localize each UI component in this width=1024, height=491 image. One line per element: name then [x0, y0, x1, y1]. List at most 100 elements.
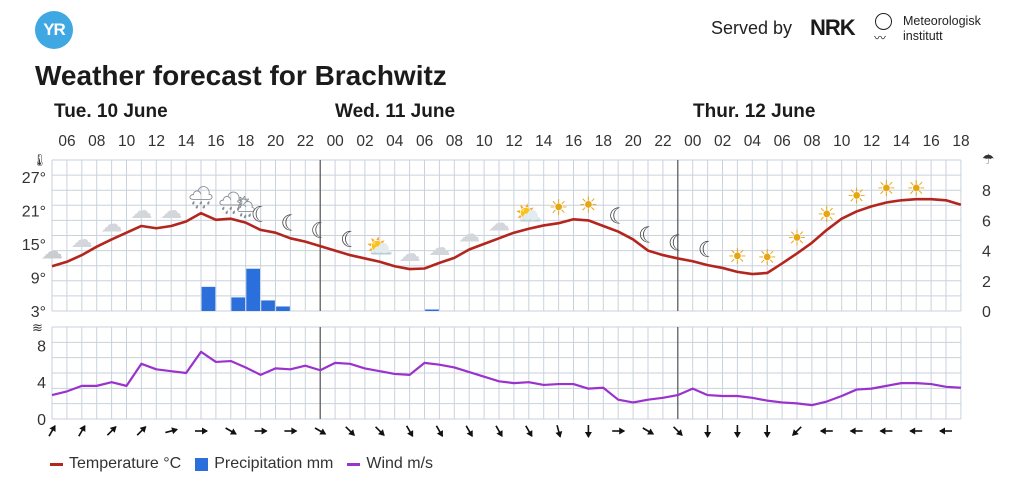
- precipitation-bar: [201, 286, 216, 311]
- yr-logo[interactable]: YR: [35, 11, 73, 49]
- wind-arrow-icon: [345, 426, 355, 436]
- precipitation-bar: [231, 297, 246, 311]
- wind-arrow-icon: [165, 427, 178, 435]
- wind-arrow-icon: [254, 427, 268, 435]
- wind-arrow-icon: [525, 425, 533, 438]
- wind-arrow-icon: [435, 425, 444, 438]
- wind-arrow-icon: [584, 425, 592, 438]
- wind-line: [51, 350, 961, 407]
- temp-axis-tick: 3°: [31, 304, 46, 321]
- rain-sun-icon: 🌦: [232, 195, 260, 220]
- wind-arrow-icon: [495, 425, 503, 438]
- temp-axis-tick: 27°: [22, 170, 46, 187]
- partly-cloudy-icon: ☁: [71, 227, 93, 252]
- precip-axis-tick: 4: [982, 244, 991, 261]
- wind-axis-tick: 0: [37, 412, 46, 429]
- precip-axis-tick: 8: [982, 183, 991, 200]
- wind-arrow-head: [407, 430, 414, 438]
- met-logo[interactable]: Meteorologisk institutt: [903, 14, 981, 44]
- x-tick-label: 02: [714, 133, 731, 150]
- met-waves-icon: 〰: [874, 31, 887, 45]
- page-title: Weather forecast for Brachwitz: [35, 60, 447, 91]
- rain-icon: 🌧: [187, 185, 215, 210]
- partly-cloudy-icon: ☁: [130, 198, 152, 223]
- wind-arrow-head: [291, 427, 298, 435]
- legend-temperature-label: Temperature °C: [69, 455, 182, 472]
- x-tick-label: 06: [774, 133, 791, 150]
- moon-icon: ☾: [638, 223, 658, 248]
- sun-icon: ☀: [817, 202, 837, 227]
- wind-arrow-head: [733, 432, 741, 438]
- sun-cloud-icon: ⛅: [366, 234, 393, 259]
- wind-arrow-icon: [939, 427, 952, 435]
- nrk-logo[interactable]: NRK: [810, 15, 856, 40]
- x-tick-label: 18: [952, 133, 969, 150]
- wind-axis-tick: 8: [37, 338, 46, 355]
- wind-arrow-head: [526, 430, 533, 438]
- wind-arrow-icon: [284, 427, 298, 435]
- sun-icon: ☀: [906, 176, 926, 201]
- wind-arrow-icon: [733, 425, 741, 438]
- x-tick-label: 06: [416, 133, 433, 150]
- temp-axis-tick: 21°: [22, 203, 46, 220]
- moon-icon: ☾: [281, 210, 301, 235]
- wind-arrow-head: [619, 427, 626, 435]
- x-tick-label: 16: [923, 133, 940, 150]
- wind-arrow-icon: [314, 427, 327, 435]
- temperature-line: [51, 197, 962, 276]
- x-tick-label: 22: [654, 133, 671, 150]
- partly-cloudy-icon: ☁: [428, 235, 450, 260]
- x-tick-label: 10: [476, 133, 494, 150]
- wind-arrow-head: [171, 427, 178, 435]
- met-logo-line2: institutt: [903, 29, 943, 43]
- precip-axis-tick: 2: [982, 274, 991, 291]
- day-label-1: Tue. 10 June: [54, 101, 168, 122]
- x-tick-label: 12: [863, 133, 880, 150]
- met-logo-icon: [875, 13, 892, 30]
- x-tick-label: 00: [684, 133, 702, 150]
- wind-arrow-head: [49, 424, 56, 432]
- wind-arrow-head: [378, 429, 385, 436]
- partly-cloudy-icon: ☁: [488, 210, 510, 235]
- wind-arrow-head: [496, 430, 503, 438]
- wind-arrow-icon: [405, 425, 414, 438]
- wind-arrow-icon: [48, 424, 56, 437]
- x-tick-label: 10: [833, 133, 851, 150]
- x-tick-label: 08: [446, 133, 463, 150]
- wind-arrow-head: [229, 428, 237, 435]
- precipitation-bar: [276, 306, 290, 311]
- temp-axis-tick: 9°: [31, 270, 46, 287]
- wind-arrow-head: [555, 431, 563, 438]
- wind-arrow-head: [466, 430, 473, 438]
- legend-temperature: Temperature °C: [50, 455, 181, 473]
- day-label-2: Wed. 11 June: [335, 101, 456, 122]
- legend-precipitation: Precipitation mm: [195, 455, 333, 473]
- legend-wind-swatch: [347, 462, 361, 466]
- sun-icon: ☀: [847, 183, 867, 208]
- wind-arrow-icon: [642, 427, 655, 435]
- chart-legend: Temperature °C Precipitation mm Wind m/s: [50, 455, 447, 473]
- x-tick-label: 08: [803, 133, 820, 150]
- wind-arrow-head: [202, 427, 208, 435]
- wind-arrow-head: [584, 432, 592, 438]
- wind-arrow-icon: [555, 424, 563, 438]
- x-tick-label: 12: [505, 133, 522, 150]
- sun-icon: ☀: [728, 244, 748, 269]
- wind-arrow-head: [819, 427, 826, 435]
- x-tick-label: 16: [565, 133, 582, 150]
- wind-arrow-icon: [78, 424, 86, 437]
- x-tick-label: 04: [386, 133, 404, 150]
- wind-arrow-head: [109, 426, 117, 433]
- wind-arrow-head: [879, 427, 886, 435]
- wind-arrow-head: [792, 429, 799, 436]
- wind-arrow-head: [704, 432, 712, 438]
- precipitation-bar: [246, 268, 260, 311]
- sun-icon: ☀: [757, 245, 777, 270]
- partly-cloudy-icon: ☁: [458, 221, 480, 246]
- legend-temperature-swatch: [50, 462, 63, 466]
- x-tick-label: 10: [118, 133, 136, 150]
- wind-arrow-icon: [819, 427, 833, 435]
- thermometer-icon: 🌡: [32, 153, 47, 167]
- wind-icon: ≋: [32, 320, 43, 335]
- wind-arrow-head: [348, 429, 355, 436]
